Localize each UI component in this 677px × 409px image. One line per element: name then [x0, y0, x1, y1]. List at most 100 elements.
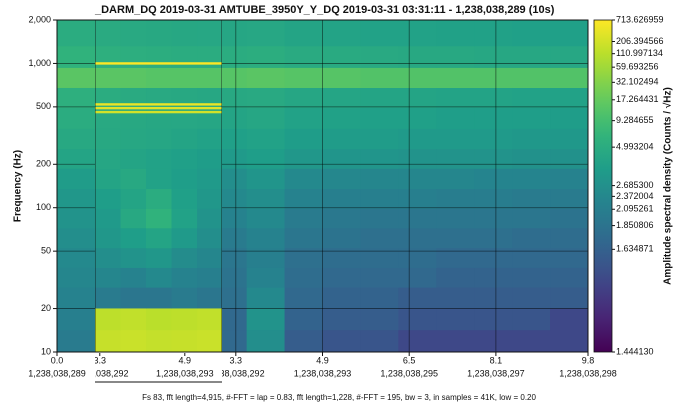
cell	[120, 329, 147, 352]
cell	[550, 267, 588, 288]
y-tick-label: 10	[41, 346, 51, 356]
cell	[171, 107, 198, 129]
x-tick-sublabel: 1,238,038,289	[28, 368, 86, 378]
cell	[322, 188, 361, 209]
cell	[284, 67, 323, 88]
cell	[246, 20, 286, 47]
cell	[436, 329, 475, 352]
cell	[171, 287, 198, 309]
cell	[146, 168, 173, 190]
cell	[474, 188, 513, 209]
cell	[360, 227, 399, 249]
cell	[436, 20, 475, 47]
cell	[360, 329, 399, 352]
y-tick-label: 2,000	[28, 14, 51, 24]
cell	[95, 208, 122, 229]
cell	[246, 329, 286, 352]
cell	[322, 247, 361, 268]
spectral-line	[95, 110, 222, 114]
cell	[284, 287, 323, 309]
cell	[197, 307, 222, 331]
cell	[284, 107, 323, 129]
cell	[360, 148, 399, 169]
cell	[550, 87, 588, 109]
cell	[171, 188, 198, 209]
cell	[550, 67, 588, 88]
cell	[436, 87, 475, 109]
cell	[398, 67, 437, 88]
cell	[550, 188, 588, 209]
cell	[95, 247, 122, 268]
cell	[474, 208, 513, 229]
cell	[197, 247, 222, 268]
cell	[57, 20, 96, 47]
cell	[57, 188, 96, 209]
cell	[284, 168, 323, 190]
cell	[197, 168, 222, 190]
cell	[398, 307, 437, 331]
cell	[171, 20, 198, 47]
cell	[171, 67, 198, 88]
cell	[512, 168, 551, 190]
colorbar-tick-label: 17.264431	[616, 94, 659, 104]
cell	[171, 208, 198, 229]
cell	[322, 168, 361, 190]
x-tick-label: 8.1	[490, 355, 503, 365]
cell	[120, 188, 147, 209]
cell	[322, 227, 361, 249]
cell	[57, 208, 96, 229]
cell	[512, 45, 551, 68]
cell	[322, 208, 361, 229]
cell	[436, 107, 475, 129]
cell	[360, 45, 399, 68]
x-tick-label: 3.3	[94, 355, 107, 365]
cell	[246, 128, 286, 150]
cell	[474, 287, 513, 309]
cell	[360, 107, 399, 129]
cell	[146, 247, 173, 268]
cell	[171, 148, 198, 169]
inset-label-background	[95, 353, 222, 389]
cell	[246, 188, 286, 209]
cell	[322, 45, 361, 68]
cell	[57, 247, 96, 268]
cell	[284, 247, 323, 268]
cell	[146, 188, 173, 209]
colorbar-label: Amplitude spectral density (Counts / √Hz…	[663, 87, 674, 285]
cell	[550, 307, 588, 331]
cell	[512, 287, 551, 309]
cell	[550, 247, 588, 268]
cell	[474, 87, 513, 109]
cell	[57, 128, 96, 150]
cell	[146, 329, 173, 352]
cell	[57, 287, 96, 309]
cell	[95, 128, 122, 150]
cell	[512, 267, 551, 288]
cell	[57, 168, 96, 190]
cell	[436, 227, 475, 249]
cell	[474, 168, 513, 190]
cell	[95, 267, 122, 288]
cell	[284, 45, 323, 68]
cell	[474, 128, 513, 150]
cell	[246, 267, 286, 288]
cell	[550, 168, 588, 190]
cell	[171, 267, 198, 288]
cell	[322, 128, 361, 150]
cell	[360, 287, 399, 309]
cell	[171, 247, 198, 268]
cell	[436, 247, 475, 268]
cell	[95, 87, 122, 109]
cell	[146, 87, 173, 109]
cell	[197, 87, 222, 109]
cell	[146, 227, 173, 249]
cell	[120, 87, 147, 109]
x-tick-label: 0.0	[51, 355, 64, 365]
cell	[550, 148, 588, 169]
cell	[512, 67, 551, 88]
cell	[197, 227, 222, 249]
cell	[398, 227, 437, 249]
cell	[95, 168, 122, 190]
cell	[398, 148, 437, 169]
